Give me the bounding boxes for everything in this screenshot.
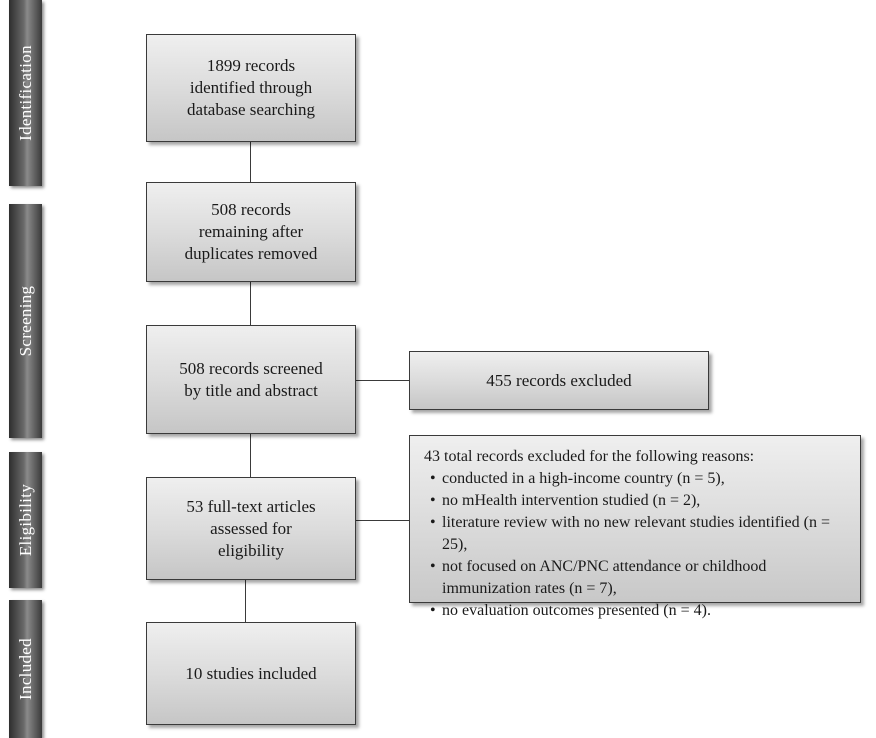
box-records-identified-line-2: identified through [189,78,313,97]
connector-screened-to-excluded [356,380,409,381]
box-duplicates-removed: 508 records remaining after duplicates r… [146,182,356,282]
stage-identification: Identification [9,0,42,186]
stage-identification-label: Identification [15,45,35,141]
stage-eligibility: Eligibility [9,452,42,588]
exclusion-intro: 43 total records excluded for the follow… [424,448,755,465]
stage-included-label: Included [15,638,35,700]
box-duplicates-removed-line-3: duplicates removed [184,244,318,263]
connector-duplicates-to-screened [250,282,251,325]
connector-fulltext-to-included [245,580,246,622]
box-studies-included-line-1: 10 studies included [185,663,317,683]
box-records-identified-line-1: 1899 records [206,56,296,75]
box-records-screened-line-2: by title and abstract [184,380,318,400]
box-records-excluded-line-1: 455 records excluded [486,370,632,390]
box-fulltext-assessed: 53 full-text articles assessed for eligi… [146,477,356,580]
box-fulltext-assessed-line-3: eligibility [217,540,285,560]
box-duplicates-removed-line-2: remaining after [198,222,304,241]
box-exclusion-reasons: 43 total records excluded for the follow… [409,435,861,622]
stage-eligibility-label: Eligibility [15,483,35,557]
stage-screening-label: Screening [15,285,35,357]
connector-identified-to-duplicates [250,142,251,182]
box-fulltext-assessed-line-1: 53 full-text articles [186,496,316,516]
box-records-screened: 508 records screened by title and abstra… [146,325,356,434]
box-records-screened-line-1: 508 records screened [179,358,323,378]
exclusion-reason-item: conducted in a high-income country (n = … [430,468,848,490]
connector-fulltext-to-reasons [356,520,409,521]
exclusion-reason-list: conducted in a high-income country (n = … [424,468,848,622]
box-records-identified: 1899 records identified through database… [146,34,356,142]
exclusion-reason-item: literature review with no new relevant s… [430,512,848,556]
stage-included: Included [9,600,42,738]
box-records-excluded: 455 records excluded [409,351,709,410]
stage-screening: Screening [9,204,42,438]
exclusion-reason-item: no evaluation outcomes presented (n = 4)… [430,600,848,622]
box-duplicates-removed-line-1: 508 records [211,200,291,219]
exclusion-reason-item: no mHealth intervention studied (n = 2), [430,490,848,512]
exclusion-reason-item: not focused on ANC/PNC attendance or chi… [430,556,848,600]
connector-screened-to-fulltext [250,434,251,477]
box-studies-included: 10 studies included [146,622,356,725]
box-records-identified-line-3: database searching [187,100,315,119]
box-fulltext-assessed-line-2: assessed for [210,518,292,538]
